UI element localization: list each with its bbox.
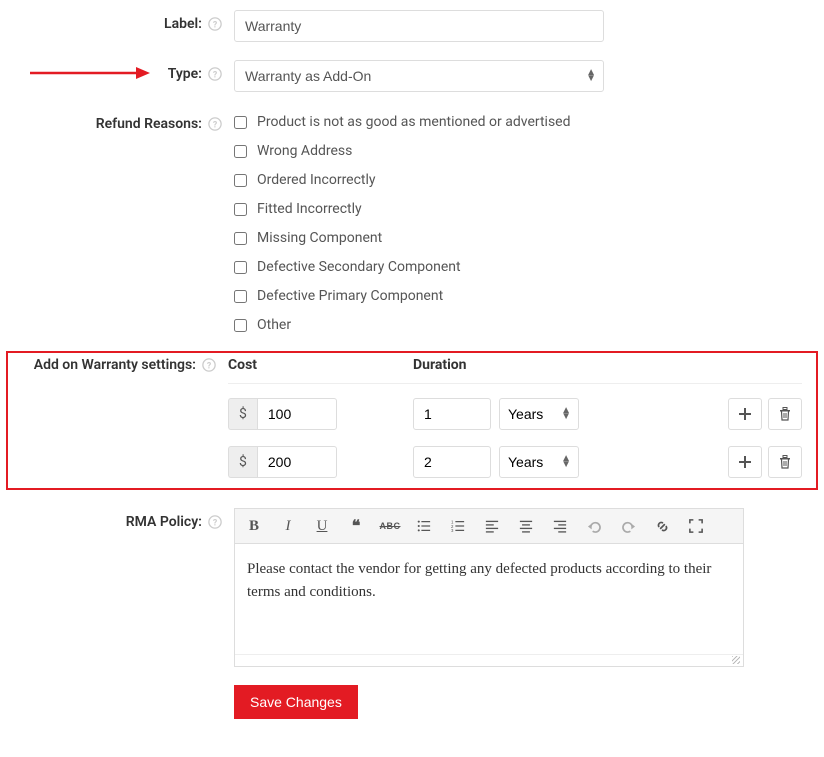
align-center-button[interactable] xyxy=(517,517,535,535)
addon-warranty-highlight: Add on Warranty settings: ? Cost Duratio… xyxy=(6,351,818,490)
cost-header: Cost xyxy=(228,357,413,373)
svg-text:?: ? xyxy=(207,362,212,372)
link-button[interactable] xyxy=(653,517,671,535)
redo-button[interactable] xyxy=(619,517,637,535)
refund-reason-label: Fitted Incorrectly xyxy=(257,201,362,217)
ordered-list-button[interactable]: 123 xyxy=(449,517,467,535)
refund-reason-checkbox[interactable] xyxy=(234,261,247,274)
refund-reason-item: Defective Primary Component xyxy=(234,288,788,304)
duration-header: Duration xyxy=(413,357,802,373)
help-icon: ? xyxy=(208,17,222,31)
delete-row-button[interactable] xyxy=(768,398,802,430)
add-row-button[interactable] xyxy=(728,398,762,430)
add-row-button[interactable] xyxy=(728,446,762,478)
duration-input[interactable] xyxy=(413,446,491,478)
currency-addon: $ xyxy=(228,446,257,478)
refund-reason-checkbox[interactable] xyxy=(234,145,247,158)
refund-reason-item: Wrong Address xyxy=(234,143,788,159)
refund-reason-label: Other xyxy=(257,317,291,333)
duration-input[interactable] xyxy=(413,398,491,430)
cost-input[interactable] xyxy=(257,446,337,478)
duration-unit-select[interactable]: Years xyxy=(499,398,579,430)
refund-reason-checkbox[interactable] xyxy=(234,203,247,216)
warranty-row: $ Years ▲▼ xyxy=(228,446,802,478)
delete-row-button[interactable] xyxy=(768,446,802,478)
refund-reason-item: Other xyxy=(234,317,788,333)
duration-unit-select[interactable]: Years xyxy=(499,446,579,478)
rma-editor: B I U ❝ ABC 123 xyxy=(234,508,744,667)
strikethrough-button[interactable]: ABC xyxy=(381,517,399,535)
label-label: Label: xyxy=(164,16,202,32)
unordered-list-button[interactable] xyxy=(415,517,433,535)
annotation-arrow xyxy=(30,66,150,80)
refund-reason-item: Missing Component xyxy=(234,230,788,246)
type-label: Type: xyxy=(168,66,202,82)
rma-policy-label: RMA Policy: xyxy=(126,514,202,530)
quote-button[interactable]: ❝ xyxy=(347,517,365,535)
refund-reason-label: Missing Component xyxy=(257,230,382,246)
editor-content[interactable]: Please contact the vendor for getting an… xyxy=(235,544,743,654)
refund-reason-item: Product is not as good as mentioned or a… xyxy=(234,114,788,130)
refund-reasons-list: Product is not as good as mentioned or a… xyxy=(234,110,788,333)
svg-text:?: ? xyxy=(213,71,218,81)
currency-addon: $ xyxy=(228,398,257,430)
undo-button[interactable] xyxy=(585,517,603,535)
refund-reason-label: Wrong Address xyxy=(257,143,352,159)
label-input[interactable] xyxy=(234,10,604,42)
refund-reason-checkbox[interactable] xyxy=(234,290,247,303)
refund-reason-checkbox[interactable] xyxy=(234,174,247,187)
save-changes-button[interactable]: Save Changes xyxy=(234,685,358,719)
warranty-row: $ Years ▲▼ xyxy=(228,398,802,430)
svg-text:3: 3 xyxy=(451,528,454,533)
addon-settings-label: Add on Warranty settings: xyxy=(34,357,196,373)
editor-toolbar: B I U ❝ ABC 123 xyxy=(235,509,743,544)
refund-reason-label: Product is not as good as mentioned or a… xyxy=(257,114,570,130)
refund-reason-item: Defective Secondary Component xyxy=(234,259,788,275)
refund-reason-checkbox[interactable] xyxy=(234,319,247,332)
refund-reason-label: Defective Primary Component xyxy=(257,288,443,304)
help-icon: ? xyxy=(208,515,222,529)
svg-text:?: ? xyxy=(213,21,218,31)
bold-button[interactable]: B xyxy=(245,517,263,535)
refund-reason-checkbox[interactable] xyxy=(234,116,247,129)
help-icon: ? xyxy=(202,358,216,372)
fullscreen-button[interactable] xyxy=(687,517,705,535)
refund-reason-item: Ordered Incorrectly xyxy=(234,172,788,188)
refund-reason-label: Ordered Incorrectly xyxy=(257,172,376,188)
refund-reason-checkbox[interactable] xyxy=(234,232,247,245)
refund-reason-item: Fitted Incorrectly xyxy=(234,201,788,217)
align-left-button[interactable] xyxy=(483,517,501,535)
svg-text:?: ? xyxy=(213,121,218,131)
help-icon: ? xyxy=(208,67,222,81)
cost-input[interactable] xyxy=(257,398,337,430)
italic-button[interactable]: I xyxy=(279,517,297,535)
type-select[interactable]: Warranty as Add-On xyxy=(234,60,604,92)
svg-text:?: ? xyxy=(213,519,218,529)
underline-button[interactable]: U xyxy=(313,517,331,535)
refund-reasons-label: Refund Reasons: xyxy=(96,116,202,132)
help-icon: ? xyxy=(208,117,222,131)
refund-reason-label: Defective Secondary Component xyxy=(257,259,461,275)
editor-resize-handle[interactable] xyxy=(235,654,743,666)
align-right-button[interactable] xyxy=(551,517,569,535)
